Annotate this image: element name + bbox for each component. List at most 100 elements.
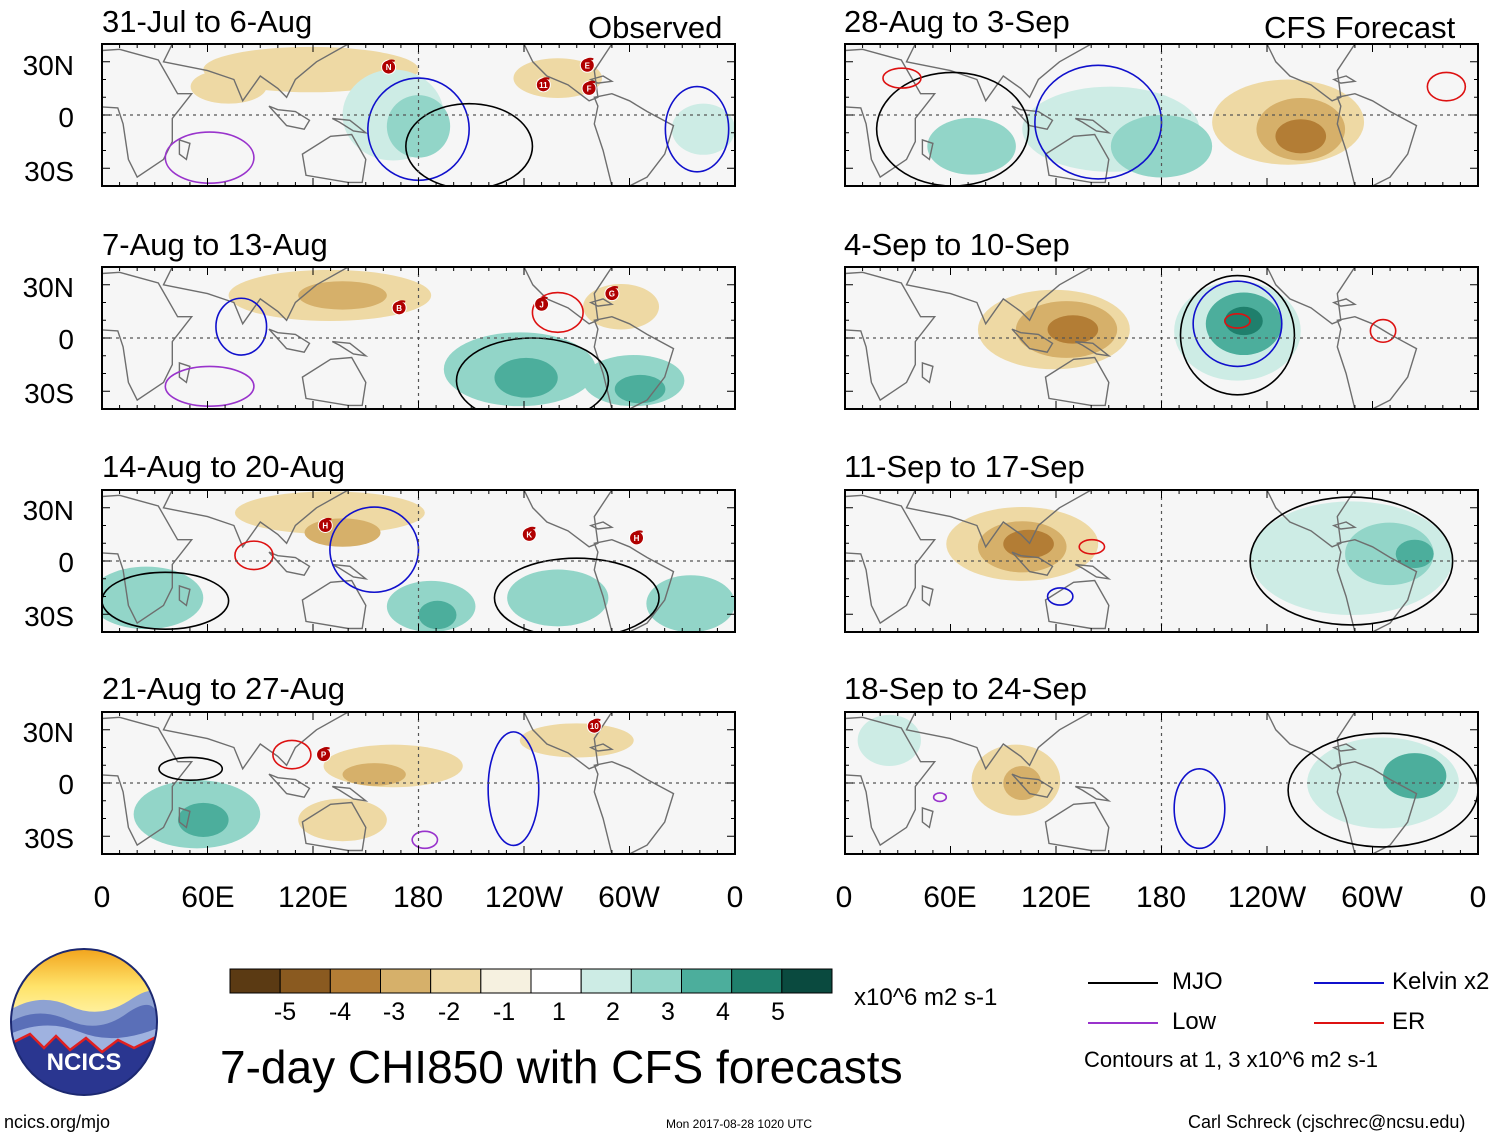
coastline <box>162 44 350 103</box>
coastline <box>1011 105 1054 130</box>
coastline <box>905 490 1093 549</box>
coastline <box>845 48 937 179</box>
coastline <box>301 801 367 852</box>
storm-label: J <box>539 300 543 309</box>
logo-text: NCICS <box>47 1049 122 1076</box>
storm-marker: H <box>317 517 333 533</box>
panel-title-fcst-2: 4-Sep to 10-Sep <box>844 227 1070 262</box>
anomaly-shading <box>102 566 204 630</box>
storm-label: H <box>634 534 640 543</box>
contour-line <box>1249 496 1454 626</box>
contour-line <box>455 337 610 409</box>
contour-line <box>1369 318 1397 344</box>
storm-marker: F <box>581 80 597 96</box>
colorbar-swatch <box>430 968 482 994</box>
legend-label-mjo: MJO <box>1172 968 1223 995</box>
contour-line <box>932 792 948 803</box>
coastline <box>301 579 367 630</box>
storm-label: F <box>587 84 592 93</box>
coastline <box>102 716 194 847</box>
coastline <box>1266 712 1356 770</box>
anomaly-shading <box>671 103 735 155</box>
legend-label-kelvin: Kelvin x2 <box>1392 968 1490 995</box>
colorbar-label: 1 <box>552 998 566 1026</box>
colorbar-swatch <box>279 968 331 994</box>
anomaly-shading <box>614 374 666 404</box>
storm-marker: J <box>534 296 550 312</box>
ytick-30s: 30S <box>24 601 74 632</box>
xtick-60w: 60W <box>1341 881 1403 914</box>
coastline <box>588 743 615 752</box>
ytick-30n: 30N <box>22 272 74 303</box>
panel-title-fcst-1: 28-Aug to 3-Sep <box>844 4 1070 39</box>
panel-title-obs-1: 31-Jul to 6-Aug <box>102 4 313 39</box>
tick-marks <box>844 489 1479 633</box>
coastline <box>921 806 934 829</box>
map-panel-obs-3: H K H <box>101 489 736 633</box>
coastline <box>593 92 675 186</box>
coastline <box>1331 521 1358 530</box>
contour-line <box>1078 538 1106 555</box>
footer-credit: Carl Schreck (cjschrec@ncsu.edu) <box>1188 1112 1466 1132</box>
anomaly-shading <box>507 569 609 627</box>
anomaly-shading <box>519 723 634 758</box>
contour-line <box>215 297 268 356</box>
coastline <box>1011 773 1054 798</box>
colorbar-swatch <box>530 968 582 994</box>
colorbar-label: -4 <box>328 998 352 1026</box>
coastline <box>1074 340 1112 357</box>
ytick-30s: 30S <box>24 823 74 854</box>
coastline <box>331 785 369 802</box>
forecast-label: CFS Forecast <box>1264 10 1456 45</box>
storm-label: H <box>322 522 328 531</box>
coastline <box>268 773 311 798</box>
ytick-0: 0 <box>58 769 74 800</box>
ytick-0: 0 <box>58 102 74 133</box>
coastline <box>178 584 191 607</box>
footer-timestamp: Mon 2017-08-28 1020 UTC <box>666 1117 813 1131</box>
contour-note: Contours at 1, 3 x10^6 m2 s-1 <box>1084 1047 1379 1072</box>
xtick-120e: 120E <box>277 881 349 914</box>
contour-line <box>1179 274 1296 396</box>
map-panel-fcst-2 <box>844 266 1479 410</box>
coastline <box>593 760 675 854</box>
contour-line <box>164 365 255 407</box>
tick-marks <box>844 711 1479 855</box>
colorbar <box>229 968 833 994</box>
xtick-120w: 120W <box>484 881 564 914</box>
coastline <box>102 48 194 179</box>
colorbar-swatch <box>630 968 682 994</box>
footer-url[interactable]: ncics.org/mjo <box>4 1112 111 1132</box>
coastline <box>1336 92 1418 186</box>
ncics-logo[interactable]: NCICS <box>10 948 158 1096</box>
coastline <box>921 138 934 161</box>
map-panel-obs-2: B J G <box>101 266 736 410</box>
coastline <box>593 315 675 409</box>
storm-label: P <box>321 751 327 760</box>
coastline <box>178 138 191 161</box>
contour-line <box>882 67 922 89</box>
panel-title-fcst-3: 11-Sep to 17-Sep <box>844 449 1085 484</box>
legend-label-low: Low <box>1172 1008 1217 1035</box>
anomaly-shading <box>298 281 387 310</box>
tick-marks <box>101 489 736 633</box>
colorbar-swatch <box>329 968 382 994</box>
contour-line <box>405 102 534 186</box>
ytick-30s: 30S <box>24 156 74 187</box>
coastline <box>593 538 675 632</box>
storm-marker: E <box>579 57 595 73</box>
storm-marker: H <box>629 530 645 546</box>
anomaly-shading <box>342 763 406 786</box>
tick-marks <box>101 711 736 855</box>
contour-line <box>164 131 255 184</box>
coastline <box>1044 133 1110 184</box>
coastline <box>1331 298 1357 307</box>
anomaly-shading <box>1275 119 1327 154</box>
storm-marker: G <box>604 286 620 302</box>
storm-marker: N <box>381 59 397 75</box>
coastline <box>331 340 369 357</box>
storm-label: B <box>396 304 402 313</box>
coastline <box>1044 356 1110 407</box>
coastline <box>162 490 350 549</box>
